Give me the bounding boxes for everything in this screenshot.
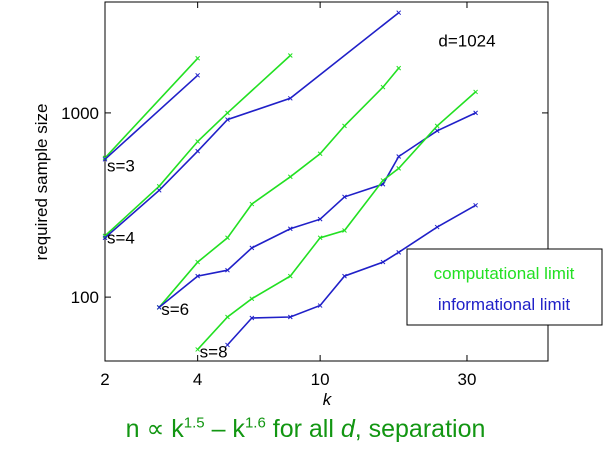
data-point	[287, 314, 293, 320]
data-point	[396, 166, 402, 171]
x-axis-label: k	[323, 390, 333, 409]
series-line-computational	[104, 54, 291, 237]
data-point	[473, 110, 478, 116]
data-point	[342, 228, 347, 233]
data-point	[434, 128, 440, 134]
dimension-label: d=1024	[438, 31, 495, 50]
data-point	[380, 259, 386, 265]
data-point	[287, 226, 293, 232]
series-line-computational	[104, 57, 199, 159]
data-point	[473, 89, 478, 95]
data-point	[473, 202, 478, 208]
data-point	[195, 139, 201, 144]
data-point	[102, 156, 108, 162]
plot-frame	[104, 1, 549, 362]
data-point	[249, 315, 255, 321]
axis-ticks: 2 4 10 30 100 1000	[61, 2, 548, 389]
caption: n ∝ k1.5 – k1.6 for all d, separation	[0, 414, 611, 444]
data-point	[342, 273, 347, 279]
y-tick-label: 1000	[61, 104, 99, 123]
data-point	[156, 187, 162, 193]
data-point	[317, 235, 323, 241]
x-tick-label: 30	[458, 370, 477, 389]
sparsity-label: s=8	[200, 343, 228, 362]
caption-part3: for all	[265, 415, 341, 443]
data-point	[225, 117, 230, 122]
series-line-informational	[104, 12, 400, 239]
data-point	[225, 235, 230, 241]
x-tick-label: 2	[100, 370, 109, 389]
data-point	[102, 235, 108, 241]
data-point	[287, 174, 293, 180]
data-point	[225, 267, 230, 273]
data-point	[156, 304, 162, 310]
caption-exponent2: 1.6	[244, 414, 266, 432]
data-point	[396, 65, 402, 71]
legend: computational limit informational limit	[406, 248, 603, 326]
x-tick-label: 4	[193, 370, 202, 389]
series-lines	[102, 10, 478, 352]
series-line-computational	[158, 67, 400, 308]
data-point	[396, 154, 402, 159]
data-point	[195, 347, 201, 352]
data-point	[195, 259, 201, 265]
annotations: d=1024 s=3 s=4 s=6 s=8	[107, 31, 496, 361]
data-point	[225, 314, 230, 320]
legend-label-informational: informational limit	[438, 295, 571, 314]
data-point	[249, 245, 255, 251]
data-point	[287, 95, 293, 101]
data-point	[287, 53, 293, 58]
data-point	[287, 273, 293, 279]
data-point	[195, 148, 201, 154]
caption-exponent1: 1.5	[183, 414, 205, 432]
data-point	[380, 178, 386, 183]
legend-box	[406, 248, 603, 326]
legend-label-computational: computational limit	[434, 264, 575, 283]
data-point	[102, 155, 108, 161]
data-point	[396, 10, 402, 16]
caption-part4: , separation	[354, 415, 486, 443]
x-tick-label: 10	[311, 370, 330, 389]
data-point	[317, 151, 323, 157]
data-point	[317, 303, 323, 308]
data-point	[195, 55, 201, 61]
caption-part2: – k	[204, 415, 245, 443]
sparsity-label: s=4	[107, 229, 135, 248]
sparsity-label: s=6	[161, 300, 189, 319]
series-line-informational	[104, 74, 199, 160]
y-axis-label: required sample size	[32, 104, 51, 261]
y-tick-label: 100	[71, 288, 99, 307]
data-point	[225, 342, 230, 348]
data-point	[434, 224, 440, 230]
data-point	[249, 201, 255, 207]
data-point	[249, 296, 255, 302]
series-line-computational	[197, 91, 477, 350]
caption-italic-d: d	[340, 415, 355, 443]
data-point	[195, 273, 201, 279]
data-point	[342, 123, 347, 129]
data-point	[396, 249, 402, 255]
data-point	[434, 123, 440, 129]
data-point	[342, 194, 347, 200]
data-point	[195, 72, 201, 78]
data-point	[317, 216, 323, 222]
data-point	[380, 84, 386, 90]
caption-part1: n ∝ k	[125, 415, 184, 443]
sparsity-label: s=3	[107, 157, 135, 176]
data-point	[225, 110, 230, 116]
data-point	[156, 183, 162, 189]
